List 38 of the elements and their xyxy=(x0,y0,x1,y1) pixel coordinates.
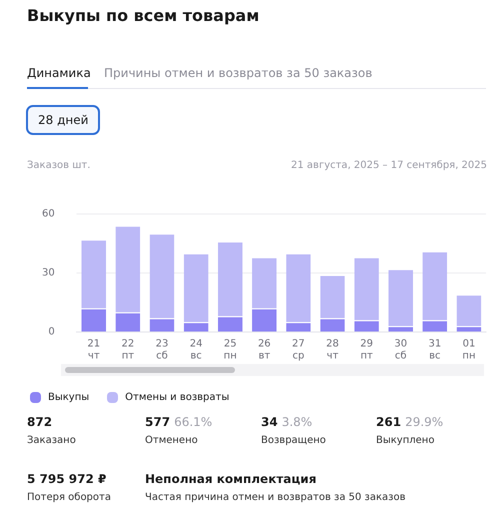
chart-title: Выкупы по всем товарам xyxy=(27,6,260,25)
text: Отменено xyxy=(145,435,198,446)
text: 66.1% xyxy=(174,415,212,429)
text: Потеря оборота xyxy=(27,492,111,503)
x-tick-label: 31 вс xyxy=(428,338,442,362)
text: 872 xyxy=(27,415,52,429)
x-tick-label: 25 пн xyxy=(224,338,237,362)
text: 577 xyxy=(145,415,170,429)
text: Заказано xyxy=(27,435,76,446)
y-tick-label: 60 xyxy=(42,208,55,220)
text: 28 дней xyxy=(26,105,100,135)
text: Причины отмен и возвратов за 50 заказов xyxy=(104,66,372,80)
y-tick-label: 0 xyxy=(48,326,55,338)
legend-label: Выкупы xyxy=(48,392,90,403)
x-tick-label: 29 пт xyxy=(360,338,373,362)
x-tick-label: 28 чт xyxy=(326,338,339,362)
text: 3.8% xyxy=(282,415,312,429)
y-axis-title: Заказов шт. xyxy=(27,160,90,171)
text: Динамика xyxy=(27,66,91,80)
text: 261 xyxy=(376,415,402,429)
text: Выкуплено xyxy=(376,435,434,446)
text: Неполная комплектация xyxy=(145,472,316,486)
chart-subtitle: 21 августа, 2025 – 17 сентября, 2025 xyxy=(291,160,487,171)
text: 5 795 972 ₽ xyxy=(27,472,106,486)
x-tick-label: 27 ср xyxy=(292,338,305,362)
legend-label: Отмены и возвраты xyxy=(125,392,230,403)
text: 34 xyxy=(261,415,278,429)
x-tick-label: 01 пн xyxy=(462,338,476,362)
text: Частая причина отмен и возвратов за 50 заказов xyxy=(145,492,406,503)
x-tick-label: 30 сб xyxy=(394,338,408,362)
x-tick-label: 22 пт xyxy=(122,338,134,362)
x-tick-label: 21 чт xyxy=(87,338,100,362)
x-tick-label: 26 вт xyxy=(258,338,271,362)
text: 29.9% xyxy=(405,415,444,429)
x-tick-label: 24 вс xyxy=(190,338,202,362)
y-tick-label: 30 xyxy=(42,268,55,279)
x-tick-label: 23 сб xyxy=(156,338,168,362)
text: Возвращено xyxy=(261,435,326,446)
